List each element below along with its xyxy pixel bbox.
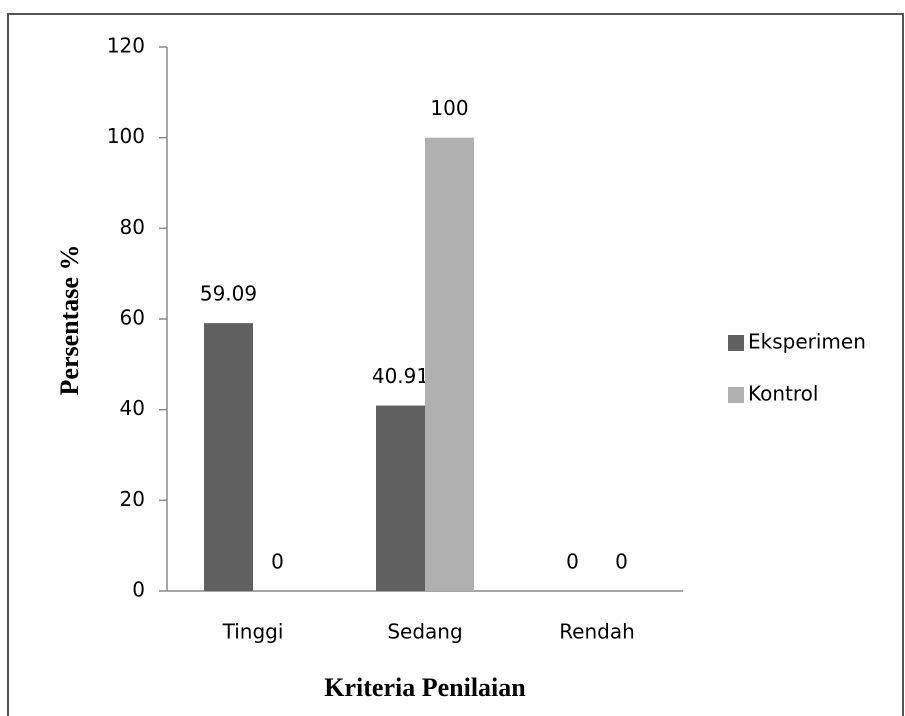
- bar: [204, 323, 253, 591]
- y-tick-label: 100: [107, 124, 145, 148]
- y-tick-label: 60: [120, 306, 145, 330]
- data-label: 0: [615, 550, 628, 574]
- data-label: 0: [271, 550, 284, 574]
- y-axis-title: Persentase %: [55, 245, 84, 396]
- y-tick-label: 20: [120, 487, 145, 511]
- y-tick-label: 0: [132, 578, 145, 602]
- x-axis-title: Kriteria Penilaian: [324, 673, 526, 702]
- bar: [425, 137, 474, 591]
- data-label: 59.09: [200, 282, 257, 306]
- bar: [376, 405, 425, 591]
- legend-swatch: [728, 387, 744, 403]
- y-tick-label: 80: [120, 215, 145, 239]
- legend-label: Eksperimen: [748, 330, 866, 354]
- x-tick-label: Sedang: [387, 620, 462, 644]
- y-tick-label: 120: [107, 34, 145, 58]
- legend-label: Kontrol: [748, 382, 818, 406]
- data-label: 100: [430, 96, 468, 120]
- x-tick-label: Rendah: [559, 620, 635, 644]
- x-tick-label: Tinggi: [222, 620, 284, 644]
- data-label: 40.91: [372, 364, 429, 388]
- data-label: 0: [566, 550, 579, 574]
- frame: [7, 13, 904, 716]
- legend-swatch: [728, 335, 744, 351]
- y-tick-label: 40: [120, 396, 145, 420]
